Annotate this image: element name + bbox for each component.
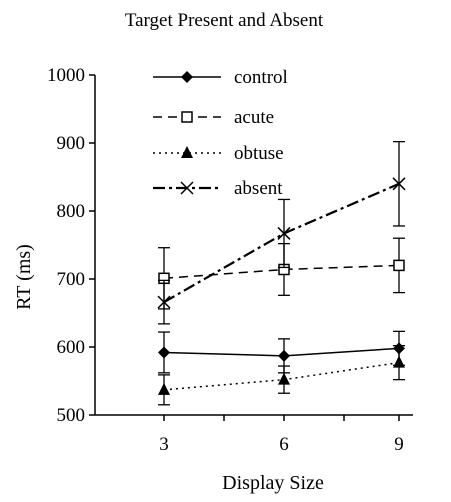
x-axis-label: Display Size	[222, 472, 324, 494]
x-tick-label: 6	[279, 434, 289, 455]
legend-marker-absent	[180, 181, 194, 195]
legend-label-absent: absent	[234, 178, 283, 199]
y-axis-label: RT (ms)	[13, 244, 35, 310]
legend-marker-control	[181, 71, 193, 83]
axes: 500 600 700 800 900 1000 3 6 9	[47, 65, 413, 455]
y-tick-label: 600	[57, 337, 86, 358]
data-point-obtuse	[158, 382, 170, 395]
legend-item-acute: acute	[153, 107, 274, 128]
legend-item-absent: absent	[153, 178, 283, 199]
data-point-obtuse	[393, 355, 405, 368]
series-line-obtuse	[163, 361, 400, 391]
data-point-absent-stroke	[277, 226, 291, 240]
series-absent	[157, 140, 406, 325]
series-obtuse	[158, 344, 405, 406]
data-point-absent	[392, 177, 406, 191]
legend-marker-acute	[181, 111, 193, 123]
y-tick-label: 700	[57, 269, 86, 290]
data-point-absent	[277, 226, 291, 240]
data-point-control	[278, 349, 290, 362]
data-point-absent-stroke	[157, 295, 171, 309]
series-line-absent	[163, 182, 400, 304]
legend-item-control: control	[153, 67, 288, 88]
x-tick-label: 3	[159, 434, 169, 455]
legend-label-control: control	[234, 67, 288, 88]
chart-title: Target Present and Absent	[125, 10, 324, 31]
legend-marker-obtuse	[181, 146, 193, 158]
legend-label-acute: acute	[234, 107, 274, 128]
data-point-control	[158, 346, 170, 359]
series-acute	[158, 237, 405, 310]
y-tick-label: 900	[57, 133, 86, 154]
y-tick-label: 1000	[47, 65, 85, 86]
data-point-obtuse	[278, 372, 290, 385]
legend-label-obtuse: obtuse	[234, 143, 284, 164]
y-tick-label: 800	[57, 201, 86, 222]
data-point-absent	[157, 295, 171, 309]
series-layer	[157, 140, 406, 406]
y-tick-label: 500	[57, 405, 86, 426]
legend-item-obtuse: obtuse	[153, 143, 284, 164]
legend: control acute obtuse absent	[153, 67, 288, 199]
data-point-absent-stroke	[392, 177, 406, 191]
x-tick-label: 9	[394, 434, 404, 455]
data-point-acute	[393, 259, 405, 272]
legend-marker-absent-stroke	[180, 181, 194, 195]
